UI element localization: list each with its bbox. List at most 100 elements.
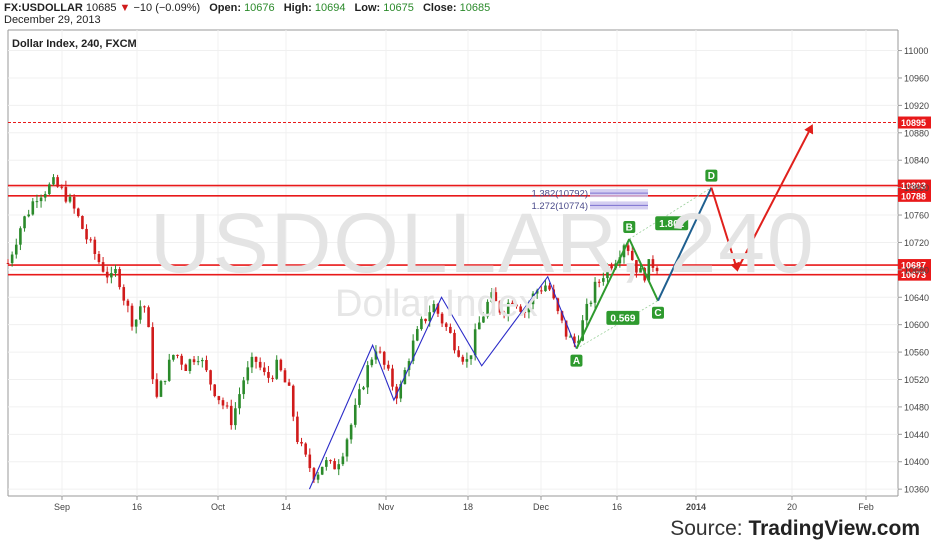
- candle-body: [635, 260, 638, 273]
- candle-body: [494, 292, 498, 302]
- candle-body: [205, 360, 208, 371]
- fib-label: 1.272(10774): [531, 201, 588, 212]
- candle-body: [217, 396, 221, 401]
- candle-body: [630, 250, 634, 261]
- candle-body: [19, 228, 22, 245]
- axes: 11000 10960 10920 10880 10840 10800 10760 10720…: [54, 46, 929, 512]
- candle-body: [147, 307, 150, 328]
- candle-body: [415, 329, 419, 341]
- x-tick-label: 2014: [686, 502, 706, 512]
- candle-body: [89, 239, 92, 241]
- candle-body: [519, 306, 522, 312]
- candle-body: [556, 298, 560, 312]
- candle-body: [515, 304, 518, 307]
- candle-body: [457, 350, 460, 357]
- candle-body: [93, 239, 97, 255]
- candle-body: [56, 177, 59, 187]
- level-price-tag: [898, 189, 931, 202]
- candle-body: [238, 394, 241, 409]
- down-arrow-icon: ▼: [119, 2, 131, 14]
- level-price-tag: [898, 179, 931, 192]
- candle-body: [511, 302, 514, 305]
- candle-body: [196, 361, 200, 363]
- candle-body: [399, 384, 403, 399]
- candle-body: [85, 228, 88, 240]
- candle-body: [254, 356, 258, 362]
- level-price-tag: [898, 268, 931, 281]
- watermark-symbol: USDOLLAR, 240: [150, 196, 816, 290]
- y-tick-label: 10920: [904, 101, 929, 111]
- symbol-name[interactable]: FX:USDOLLAR: [4, 2, 83, 14]
- candle-body: [639, 268, 642, 273]
- candle-body: [362, 387, 365, 390]
- point-label-box: [570, 354, 583, 367]
- candle-body: [213, 384, 217, 397]
- candle-body: [229, 405, 233, 426]
- candle-body: [647, 259, 651, 281]
- candle-body: [469, 355, 473, 360]
- candle-body: [540, 290, 543, 292]
- candle-body: [64, 187, 68, 202]
- candle-body: [424, 318, 427, 322]
- candle-body: [275, 359, 279, 379]
- point-label-text: B: [626, 223, 633, 234]
- x-tick-label: 20: [787, 502, 797, 512]
- candle-body: [341, 456, 345, 465]
- candle-body: [577, 340, 580, 344]
- candle-body: [432, 304, 436, 313]
- cd-leg: [657, 187, 713, 302]
- candle-body: [490, 292, 494, 302]
- candle-body: [325, 460, 328, 467]
- candle-body: [300, 442, 303, 444]
- candle-body: [573, 336, 576, 344]
- point-label-box: [623, 221, 636, 234]
- candle-body: [271, 377, 274, 379]
- candle-body: [60, 186, 64, 188]
- candle-body: [407, 361, 411, 371]
- candle-body: [333, 461, 336, 470]
- candle-body: [267, 372, 270, 378]
- level-price-label: 10673: [901, 270, 926, 280]
- candle-body: [246, 367, 250, 381]
- candle-body: [143, 306, 146, 308]
- candle-body: [6, 263, 10, 264]
- candle-body: [97, 254, 101, 263]
- candle-body: [263, 367, 266, 373]
- candle-body: [283, 370, 287, 383]
- candle-body: [370, 359, 374, 366]
- point-label-text: D: [708, 171, 715, 182]
- candle-body: [287, 382, 291, 386]
- candle-body: [14, 244, 18, 255]
- header-quote: FX:USDOLLAR 10685 ▼ −10 (−0.09%) Open: 1…: [4, 2, 490, 14]
- candle-body: [428, 312, 431, 322]
- candle-body: [291, 385, 295, 417]
- bd-retrace-line: [629, 187, 712, 240]
- ratio-label-box: [606, 310, 640, 325]
- low-value: 10675: [383, 2, 414, 14]
- x-tick-label: Oct: [211, 502, 226, 512]
- y-tick-label: 10760: [904, 211, 929, 221]
- candle-body: [382, 351, 386, 365]
- x-tick-label: Dec: [533, 502, 550, 512]
- candle-body: [114, 269, 117, 274]
- candle-body: [498, 301, 502, 313]
- candle-body: [296, 416, 299, 443]
- ratio-label-text: 1.802: [659, 219, 684, 230]
- source-brand[interactable]: TradingView.com: [748, 517, 920, 540]
- candle-body: [188, 359, 192, 371]
- candle-body: [597, 281, 601, 283]
- candle-body: [31, 201, 35, 215]
- candle-body: [126, 300, 130, 306]
- candle-body: [651, 259, 655, 268]
- projection-down-leg: [710, 187, 740, 272]
- candle-body: [250, 356, 254, 368]
- candle-body: [411, 340, 415, 362]
- open-value: 10676: [244, 2, 275, 14]
- candle-body: [337, 464, 341, 470]
- candle-body: [320, 466, 324, 475]
- candle-body: [395, 386, 398, 399]
- candle-body: [35, 201, 39, 203]
- candle-body: [176, 354, 179, 356]
- y-tick-label: 10640: [904, 293, 929, 303]
